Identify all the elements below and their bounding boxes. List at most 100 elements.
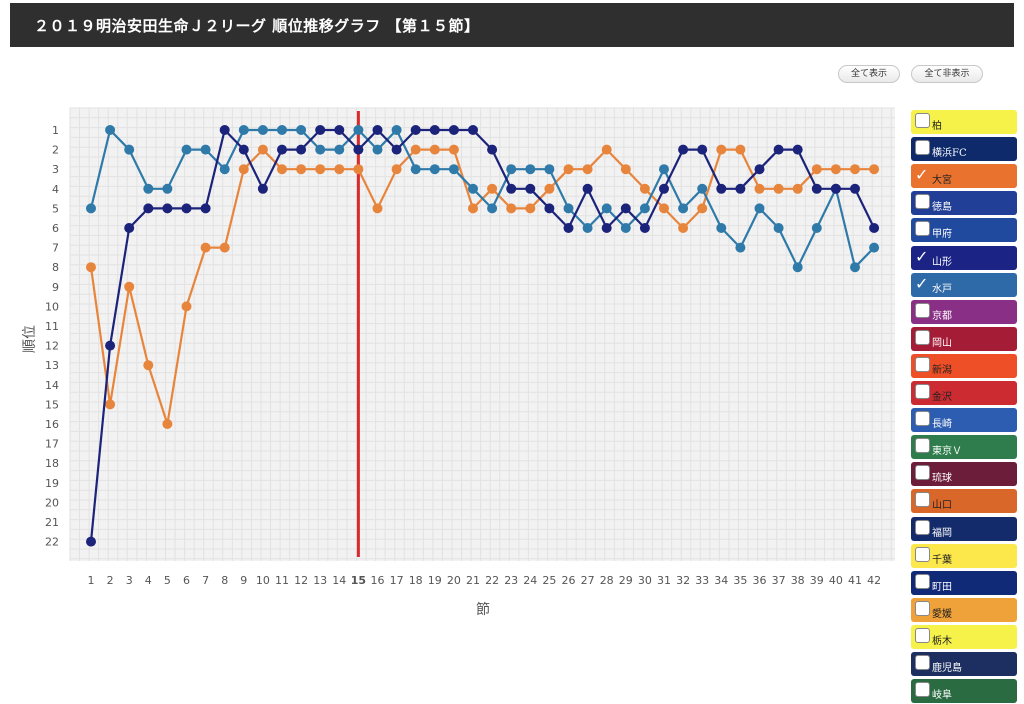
data-point[interactable]	[506, 183, 517, 194]
data-point[interactable]	[162, 203, 173, 214]
data-point[interactable]	[219, 164, 230, 175]
data-point[interactable]	[162, 419, 173, 429]
data-point[interactable]	[277, 125, 287, 135]
checkbox-icon[interactable]	[915, 465, 930, 481]
data-point[interactable]	[105, 340, 116, 351]
data-point[interactable]	[181, 301, 192, 312]
data-point[interactable]	[620, 164, 631, 175]
data-point[interactable]	[811, 223, 822, 233]
data-point[interactable]	[410, 125, 421, 135]
legend-item[interactable]: 愛媛	[911, 597, 1017, 622]
data-point[interactable]	[659, 183, 669, 194]
data-point[interactable]	[353, 144, 364, 155]
data-point[interactable]	[391, 144, 402, 155]
data-point[interactable]	[353, 164, 364, 175]
data-point[interactable]	[582, 164, 593, 175]
data-point[interactable]	[639, 223, 650, 233]
legend-item[interactable]: 福岡	[911, 516, 1017, 541]
checkbox-icon[interactable]	[915, 573, 930, 589]
legend-item[interactable]: 金沢	[911, 381, 1017, 405]
legend-item[interactable]: 長崎	[911, 408, 1017, 433]
data-point[interactable]	[143, 203, 154, 214]
data-point[interactable]	[735, 242, 746, 253]
data-point[interactable]	[716, 183, 727, 194]
data-point[interactable]	[773, 223, 784, 233]
data-point[interactable]	[296, 125, 307, 135]
data-point[interactable]	[601, 144, 612, 155]
data-point[interactable]	[334, 125, 345, 135]
data-point[interactable]	[869, 164, 880, 175]
data-point[interactable]	[811, 183, 822, 194]
data-point[interactable]	[850, 183, 860, 194]
checkbox-icon[interactable]	[915, 492, 930, 508]
data-point[interactable]	[678, 223, 689, 233]
data-point[interactable]	[582, 183, 593, 194]
checkbox-icon[interactable]	[915, 140, 930, 156]
data-point[interactable]	[86, 262, 96, 273]
data-point[interactable]	[219, 242, 230, 253]
data-point[interactable]	[830, 183, 841, 194]
data-point[interactable]	[257, 125, 268, 135]
data-point[interactable]	[544, 183, 555, 194]
data-point[interactable]	[315, 164, 326, 175]
data-point[interactable]	[296, 144, 307, 155]
data-point[interactable]	[124, 281, 135, 292]
data-point[interactable]	[582, 223, 593, 233]
data-point[interactable]	[429, 144, 440, 155]
checkbox-icon[interactable]	[915, 302, 930, 318]
data-point[interactable]	[105, 399, 116, 410]
legend-item[interactable]: 柏	[911, 110, 1017, 134]
data-point[interactable]	[200, 203, 211, 214]
checkbox-checked-icon[interactable]: ✓	[915, 246, 929, 266]
legend-item[interactable]: 千葉	[911, 543, 1017, 568]
data-point[interactable]	[410, 144, 421, 155]
data-point[interactable]	[238, 164, 249, 175]
legend-item[interactable]: 東京Ｖ	[911, 435, 1017, 460]
legend-item[interactable]: 栃木	[911, 624, 1017, 649]
data-point[interactable]	[391, 164, 402, 175]
data-point[interactable]	[468, 125, 478, 135]
data-point[interactable]	[277, 144, 287, 155]
data-point[interactable]	[86, 203, 96, 214]
legend-item[interactable]: ✓ 山形	[911, 245, 1017, 270]
data-point[interactable]	[850, 164, 860, 175]
data-point[interactable]	[181, 203, 192, 214]
data-point[interactable]	[315, 125, 326, 135]
data-point[interactable]	[200, 242, 211, 253]
show-all-button[interactable]: 全て表示	[838, 65, 900, 83]
data-point[interactable]	[620, 223, 631, 233]
data-point[interactable]	[124, 144, 135, 155]
data-point[interactable]	[620, 203, 631, 214]
checkbox-icon[interactable]	[915, 519, 930, 535]
checkbox-icon[interactable]	[915, 384, 930, 399]
data-point[interactable]	[296, 164, 307, 175]
data-point[interactable]	[105, 125, 116, 135]
data-point[interactable]	[448, 164, 459, 175]
checkbox-icon[interactable]	[915, 546, 930, 562]
data-point[interactable]	[277, 164, 287, 175]
data-point[interactable]	[659, 203, 669, 214]
checkbox-icon[interactable]	[915, 221, 930, 237]
data-point[interactable]	[257, 144, 268, 155]
data-point[interactable]	[811, 164, 822, 175]
legend-item[interactable]: ✓ 水戸	[911, 272, 1017, 297]
data-point[interactable]	[506, 203, 517, 214]
legend-item[interactable]: 鹿児島	[911, 652, 1017, 676]
data-point[interactable]	[334, 144, 345, 155]
data-point[interactable]	[219, 125, 230, 135]
data-point[interactable]	[143, 360, 154, 371]
data-point[interactable]	[124, 223, 135, 233]
data-point[interactable]	[639, 183, 650, 194]
data-point[interactable]	[506, 164, 517, 175]
data-point[interactable]	[334, 164, 345, 175]
legend-item[interactable]: 甲府	[911, 218, 1017, 243]
data-point[interactable]	[601, 223, 612, 233]
data-point[interactable]	[429, 164, 440, 175]
data-point[interactable]	[850, 262, 860, 273]
data-point[interactable]	[238, 125, 249, 135]
legend-item[interactable]: 京都	[911, 299, 1017, 324]
hide-all-button[interactable]: 全て非表示	[911, 65, 983, 83]
data-point[interactable]	[735, 144, 746, 155]
data-point[interactable]	[773, 183, 784, 194]
data-point[interactable]	[86, 536, 96, 547]
